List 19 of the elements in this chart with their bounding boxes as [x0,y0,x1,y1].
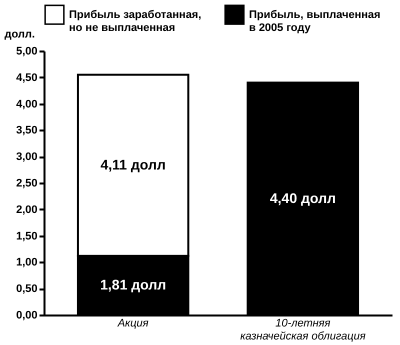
annotation: 4,11 долл [100,156,166,172]
y-tick-label: 1,00 [16,256,38,269]
y-tick-label: 0,00 [16,310,38,322]
y-tick-label: 1,50 [16,230,38,242]
annotation: 1,81 долл [100,276,166,292]
y-tick-label: 3,00 [16,151,38,164]
data-label: 4,40 долл [270,190,336,206]
legend-label: Прибыль заработанная, но не выплаченная [69,8,202,34]
y-tick-label: 3,50 [16,124,38,137]
y-tick-label: 0,50 [16,283,38,296]
y-tick-label: 4,00 [16,98,38,110]
legend-label: Прибыль, выплаченная в 2005 году [249,8,380,34]
y-axis-title: долл. [4,28,35,40]
y-tick-label: 4,50 [16,72,38,84]
y-tick-label: 2,00 [16,204,38,216]
y-tick-label: 5,00 [16,46,38,58]
x-tick-label: Акция [116,318,149,330]
y-tick-label: 2,50 [16,178,38,190]
x-tick-label: 10-летняя казначейская облигация [240,318,366,342]
